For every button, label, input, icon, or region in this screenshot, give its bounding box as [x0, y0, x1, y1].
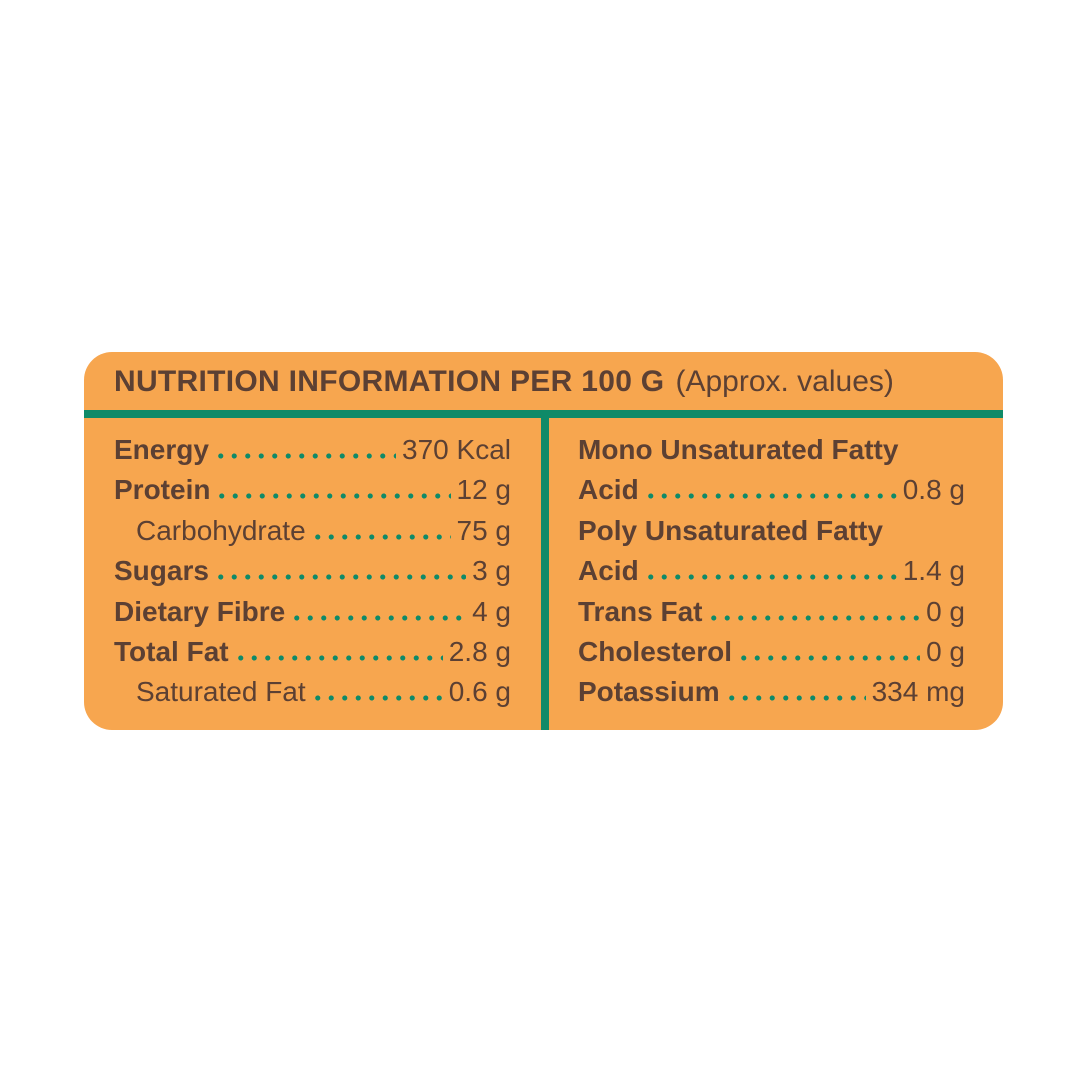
nutrient-label: Total Fat [114, 635, 229, 667]
nutrient-label: Acid [578, 555, 639, 587]
dot-leader [643, 493, 897, 500]
left-column: Energy 370 Kcal Protein 12 g Carbohydrat… [84, 418, 541, 730]
dot-leader [233, 654, 443, 661]
nutrient-label: Trans Fat [578, 595, 703, 627]
dot-leader [310, 533, 451, 540]
dot-leader [643, 574, 897, 581]
card-body: Energy 370 Kcal Protein 12 g Carbohydrat… [84, 418, 1003, 730]
nutrient-value: 12 g [456, 474, 512, 506]
nutrition-row-mono-unsaturated-value: Acid 0.8 g [578, 470, 965, 510]
nutrition-row-poly-unsaturated-value: Acid 1.4 g [578, 551, 965, 591]
dot-leader [310, 695, 443, 702]
nutrition-card: NUTRITION INFORMATION PER 100 G (Approx.… [84, 352, 1003, 730]
nutrition-row-cholesterol: Cholesterol 0 g [578, 632, 965, 672]
nutrition-row-protein: Protein 12 g [114, 470, 511, 510]
nutrient-value: 0 g [926, 635, 965, 667]
dot-leader [290, 614, 467, 621]
dot-leader [213, 574, 467, 581]
nutrient-value: 2.8 g [448, 635, 511, 667]
nutrition-row-poly-unsaturated-label: Poly Unsaturated Fatty [578, 511, 965, 551]
nutrient-label: Acid [578, 474, 639, 506]
nutrient-label: Saturated Fat [136, 676, 306, 708]
nutrient-value: 0.8 g [902, 474, 965, 506]
nutrient-label: Carbohydrate [136, 514, 306, 546]
dot-leader [724, 695, 866, 702]
nutrient-label: Protein [114, 474, 211, 506]
nutrient-value: 0.6 g [448, 676, 511, 708]
nutrition-row-trans-fat: Trans Fat 0 g [578, 592, 965, 632]
nutrient-label: Potassium [578, 676, 720, 708]
dot-leader [215, 493, 451, 500]
nutrient-label: Poly Unsaturated Fatty [578, 514, 883, 546]
nutrient-value: 334 mg [871, 676, 965, 708]
dot-leader [213, 453, 397, 459]
dot-leader [737, 654, 921, 661]
nutrient-label: Cholesterol [578, 635, 733, 667]
nutrient-value: 4 g [472, 595, 511, 627]
nutrient-label: Sugars [114, 555, 209, 587]
column-divider-line [541, 418, 549, 730]
nutrient-value: 3 g [472, 555, 511, 587]
nutrition-row-potassium: Potassium 334 mg [578, 672, 965, 712]
nutrient-label: Mono Unsaturated Fatty [578, 434, 899, 465]
nutrition-row-dietary-fibre: Dietary Fibre 4 g [114, 592, 511, 632]
nutrition-row-carbohydrate: Carbohydrate 75 g [114, 511, 511, 551]
nutrition-row-total-fat: Total Fat 2.8 g [114, 632, 511, 672]
right-column: Mono Unsaturated Fatty Acid 0.8 g Poly U… [549, 418, 1003, 730]
dot-leader [707, 614, 921, 621]
nutrient-value: 0 g [926, 595, 965, 627]
nutrient-value: 370 Kcal [402, 434, 511, 465]
nutrient-value: 1.4 g [902, 555, 965, 587]
nutrition-row-saturated-fat: Saturated Fat 0.6 g [114, 672, 511, 712]
nutrition-row-mono-unsaturated-label: Mono Unsaturated Fatty [578, 430, 965, 470]
nutrient-label: Energy [114, 434, 209, 465]
nutrition-row-sugars: Sugars 3 g [114, 551, 511, 591]
nutrient-value: 75 g [456, 514, 512, 546]
card-header: NUTRITION INFORMATION PER 100 G (Approx.… [84, 352, 1003, 410]
nutrition-row-energy: Energy 370 Kcal [114, 430, 511, 470]
nutrient-label: Dietary Fibre [114, 595, 286, 627]
header-divider-line [84, 410, 1003, 418]
card-title: NUTRITION INFORMATION PER 100 G [114, 365, 665, 398]
card-subtitle: (Approx. values) [675, 365, 894, 398]
